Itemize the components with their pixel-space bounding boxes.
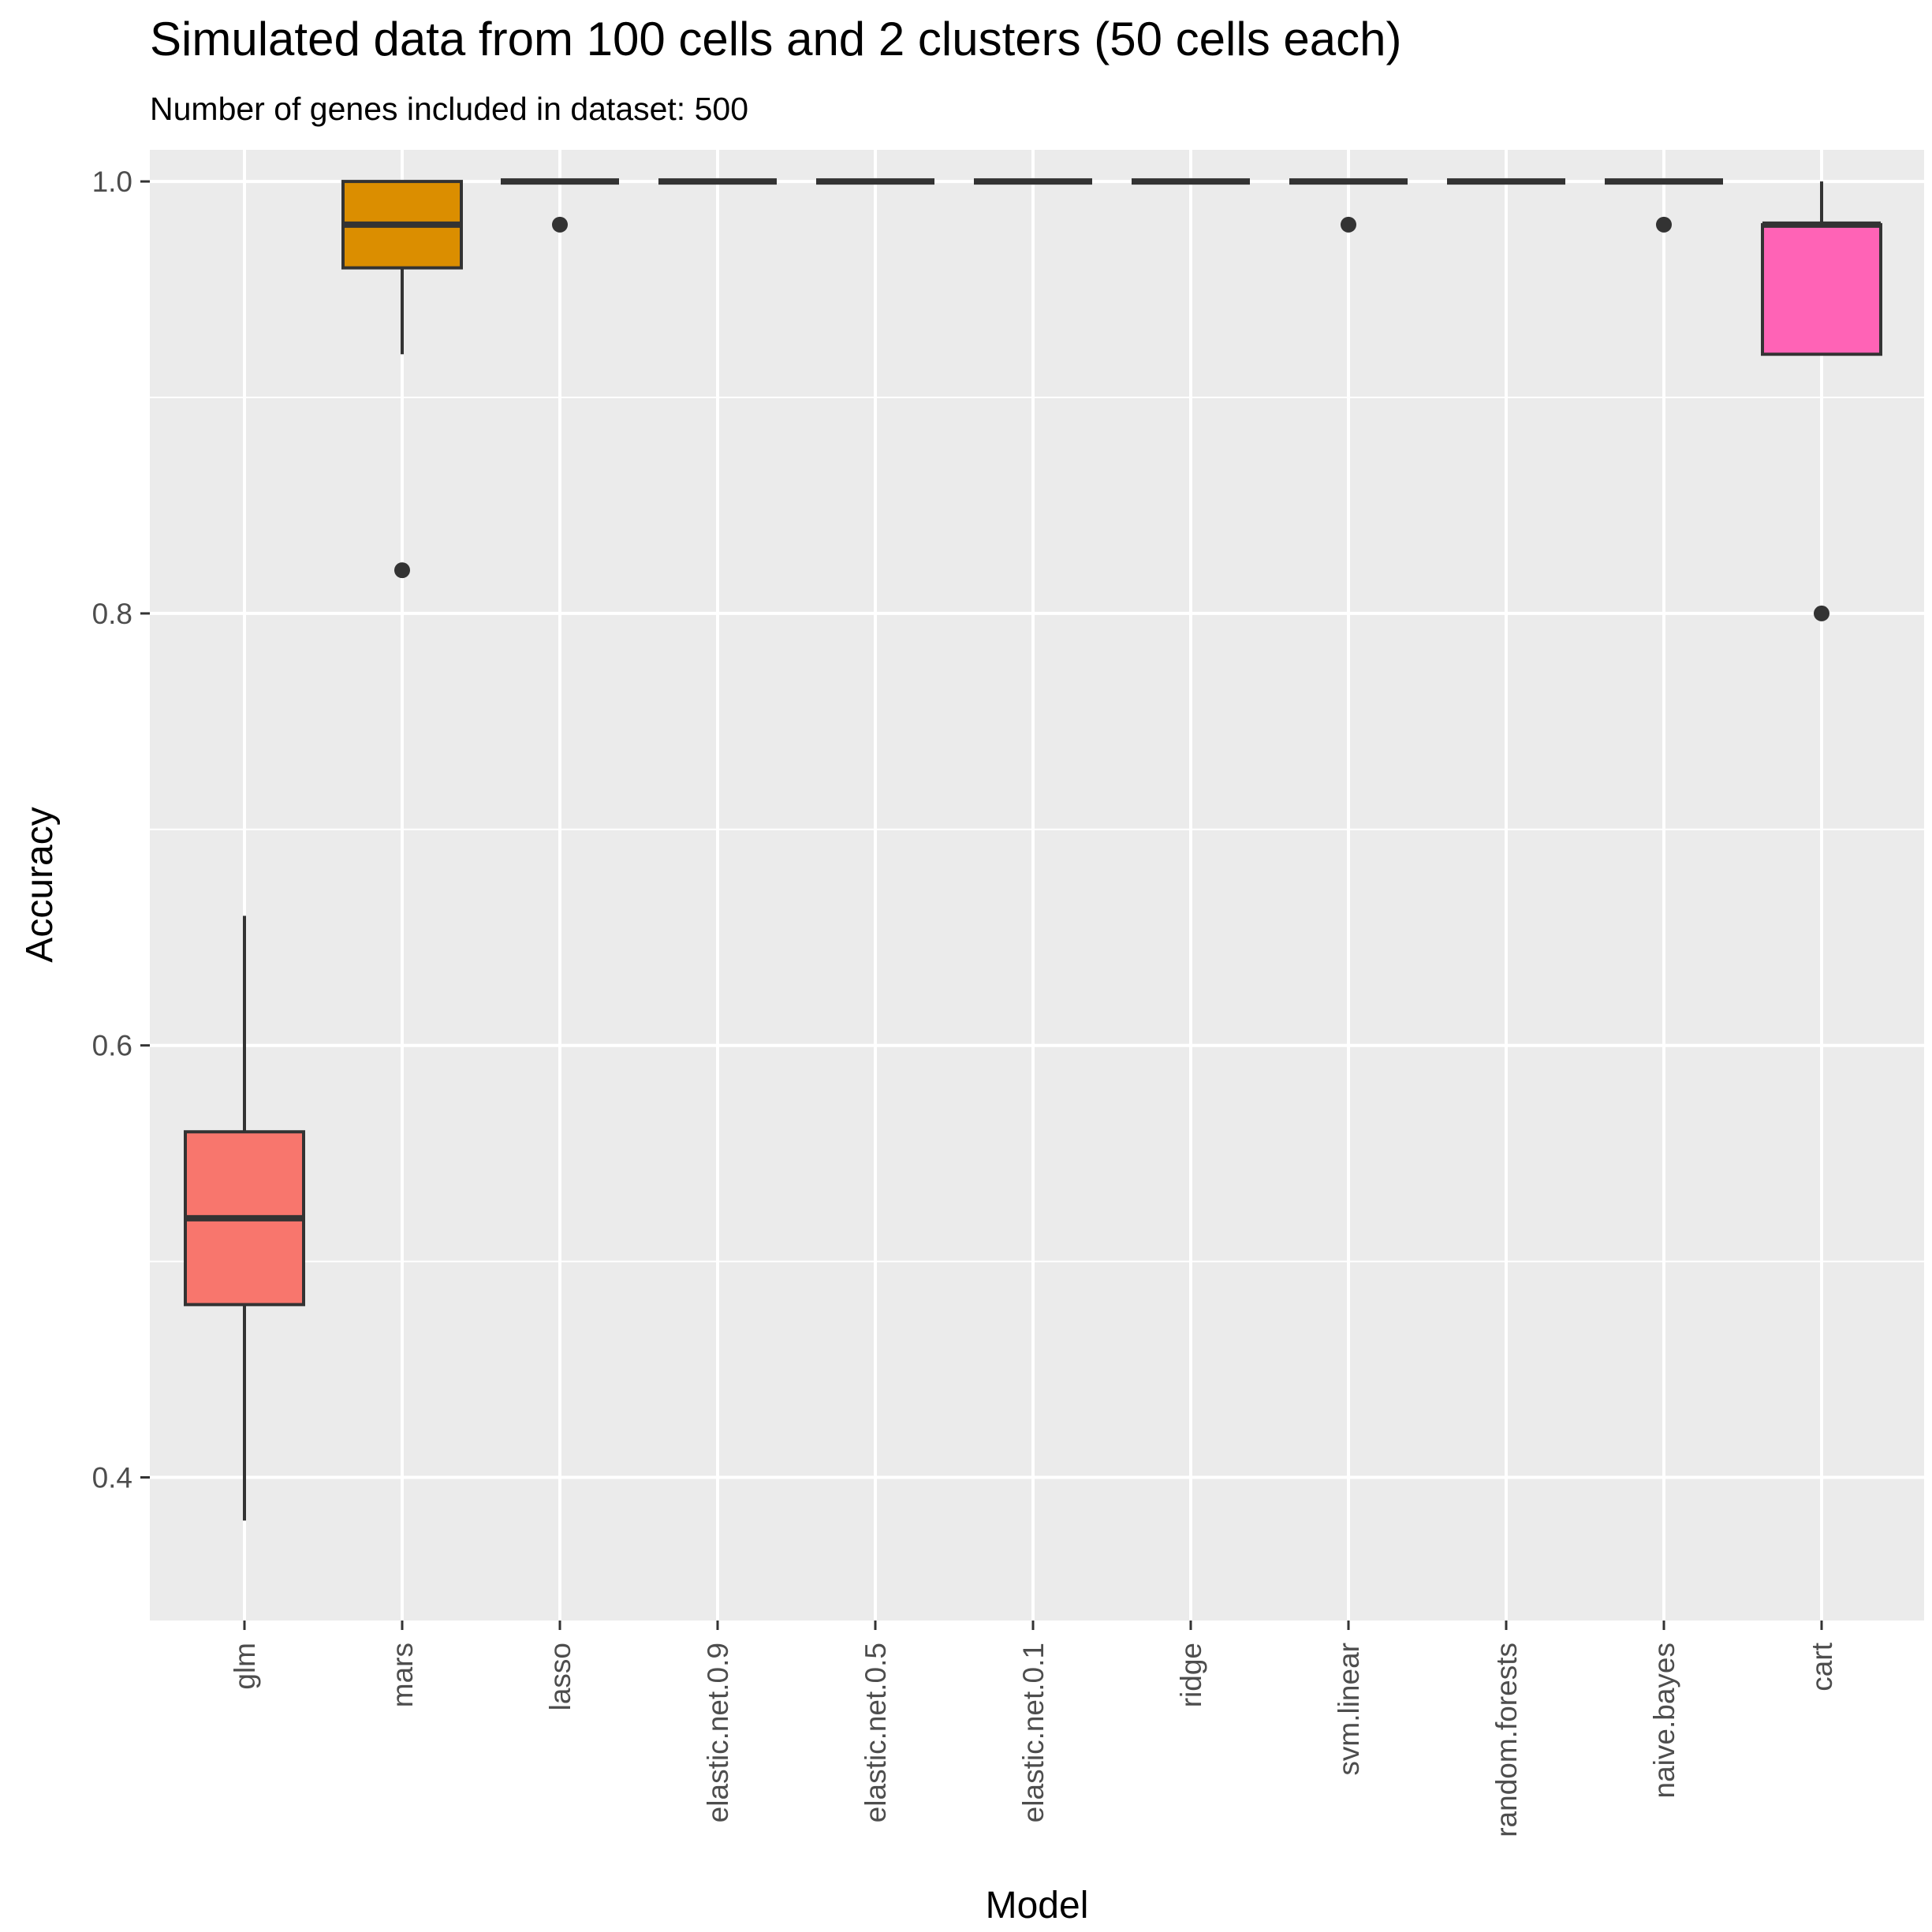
- outlier-point: [1814, 605, 1829, 621]
- box-lasso: [501, 178, 619, 233]
- x-axis: glm mars lasso elastic.net.0.9 elastic.net.0…: [229, 1621, 1838, 1837]
- box-body: [1761, 222, 1882, 356]
- y-tick-label: 0.8: [92, 598, 132, 630]
- y-axis-title: Accuracy: [19, 807, 61, 962]
- box-cart: [1761, 181, 1882, 621]
- y-axis: 0.4 0.6 0.8 1.0: [92, 166, 150, 1494]
- chart-title: Simulated data from 100 cells and 2 clus…: [150, 13, 1401, 65]
- x-tick-label: random.forests: [1490, 1643, 1523, 1837]
- outlier-point: [1656, 216, 1672, 233]
- x-axis-title: Model: [986, 1885, 1089, 1926]
- outlier-point: [552, 216, 568, 233]
- x-tick-label: cart: [1806, 1642, 1838, 1691]
- box-series: [184, 178, 1882, 1521]
- box-naive.bayes: [1605, 178, 1723, 233]
- outlier-point: [394, 562, 410, 579]
- x-tick-label: ridge: [1175, 1643, 1207, 1707]
- x-tick-label: glm: [229, 1643, 261, 1690]
- y-tick-label: 0.4: [92, 1462, 132, 1494]
- outlier-point: [1341, 216, 1356, 233]
- box-mars: [341, 180, 463, 579]
- y-tick-label: 0.6: [92, 1030, 132, 1062]
- x-tick-label: naive.bayes: [1648, 1643, 1680, 1798]
- x-tick-label: mars: [386, 1643, 419, 1707]
- y-tick-label: 1.0: [92, 166, 132, 198]
- x-tick-label: elastic.net.0.1: [1017, 1643, 1050, 1822]
- x-tick-label: lasso: [544, 1643, 576, 1710]
- grid-lines: [150, 150, 1924, 1621]
- plot-panel: [150, 150, 1924, 1621]
- box-svm.linear: [1289, 178, 1408, 233]
- box-glm: [184, 916, 305, 1521]
- x-tick-label: elastic.net.0.9: [702, 1643, 734, 1822]
- x-tick-label: svm.linear: [1333, 1643, 1365, 1776]
- chart-subtitle: Number of genes included in dataset: 500: [150, 91, 748, 127]
- x-tick-label: elastic.net.0.5: [860, 1643, 892, 1822]
